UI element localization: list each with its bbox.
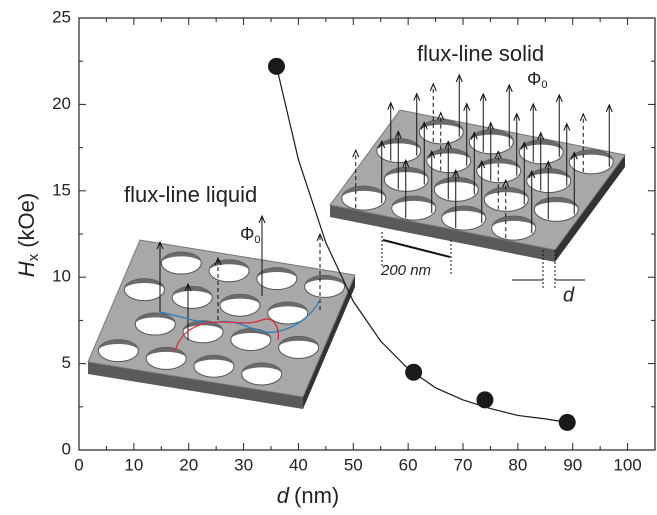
x-tick-label: 60 xyxy=(399,455,418,474)
unit: (nm) xyxy=(294,483,339,508)
annotation: 200 nm xyxy=(380,262,431,279)
subscript: 0 xyxy=(254,234,260,246)
unit: (kOe) xyxy=(14,193,39,248)
annotation: flux-line solid xyxy=(417,41,544,66)
x-tick-label: 100 xyxy=(613,455,641,474)
y-tick-label: 10 xyxy=(52,267,71,286)
x-tick-label: 10 xyxy=(124,455,143,474)
x-tick-label: 40 xyxy=(289,455,308,474)
x-tick-label: 30 xyxy=(234,455,253,474)
y-axis-label: Hx (kOe) xyxy=(14,193,42,277)
x-tick-label: 90 xyxy=(563,455,582,474)
subscript: x xyxy=(25,253,42,261)
annotation: flux-line liquid xyxy=(124,182,257,207)
symbol: H xyxy=(14,261,39,277)
x-tick-label: 50 xyxy=(344,455,363,474)
y-tick-label: 0 xyxy=(62,439,71,458)
data-point xyxy=(476,391,493,408)
x-axis-label: d(nm) xyxy=(277,483,339,508)
illustration xyxy=(88,75,625,409)
y-tick-label: 25 xyxy=(52,7,71,26)
x-tick-label: 70 xyxy=(454,455,473,474)
x-tick-label: 80 xyxy=(508,455,527,474)
plate xyxy=(330,110,625,250)
x-tick-label: 20 xyxy=(179,455,198,474)
symbol: Φ xyxy=(527,69,541,89)
chart: flux-line solid flux-line liquid Φ0 Φ0 2… xyxy=(0,0,657,515)
x-tick-label: 0 xyxy=(74,455,83,474)
y-tick-label: 15 xyxy=(52,180,71,199)
annotation: Φ0 xyxy=(240,224,261,246)
data-point xyxy=(559,414,576,431)
y-tick-label: 20 xyxy=(52,94,71,113)
symbol: d xyxy=(277,483,290,508)
data-point xyxy=(268,58,285,75)
scale-arrow xyxy=(383,240,450,257)
symbol: Φ xyxy=(240,224,254,244)
y-tick-label: 5 xyxy=(62,353,71,372)
subscript: 0 xyxy=(541,79,547,91)
annotation: Φ0 xyxy=(527,69,548,91)
annotation: d xyxy=(563,284,575,306)
data-point xyxy=(405,364,422,381)
